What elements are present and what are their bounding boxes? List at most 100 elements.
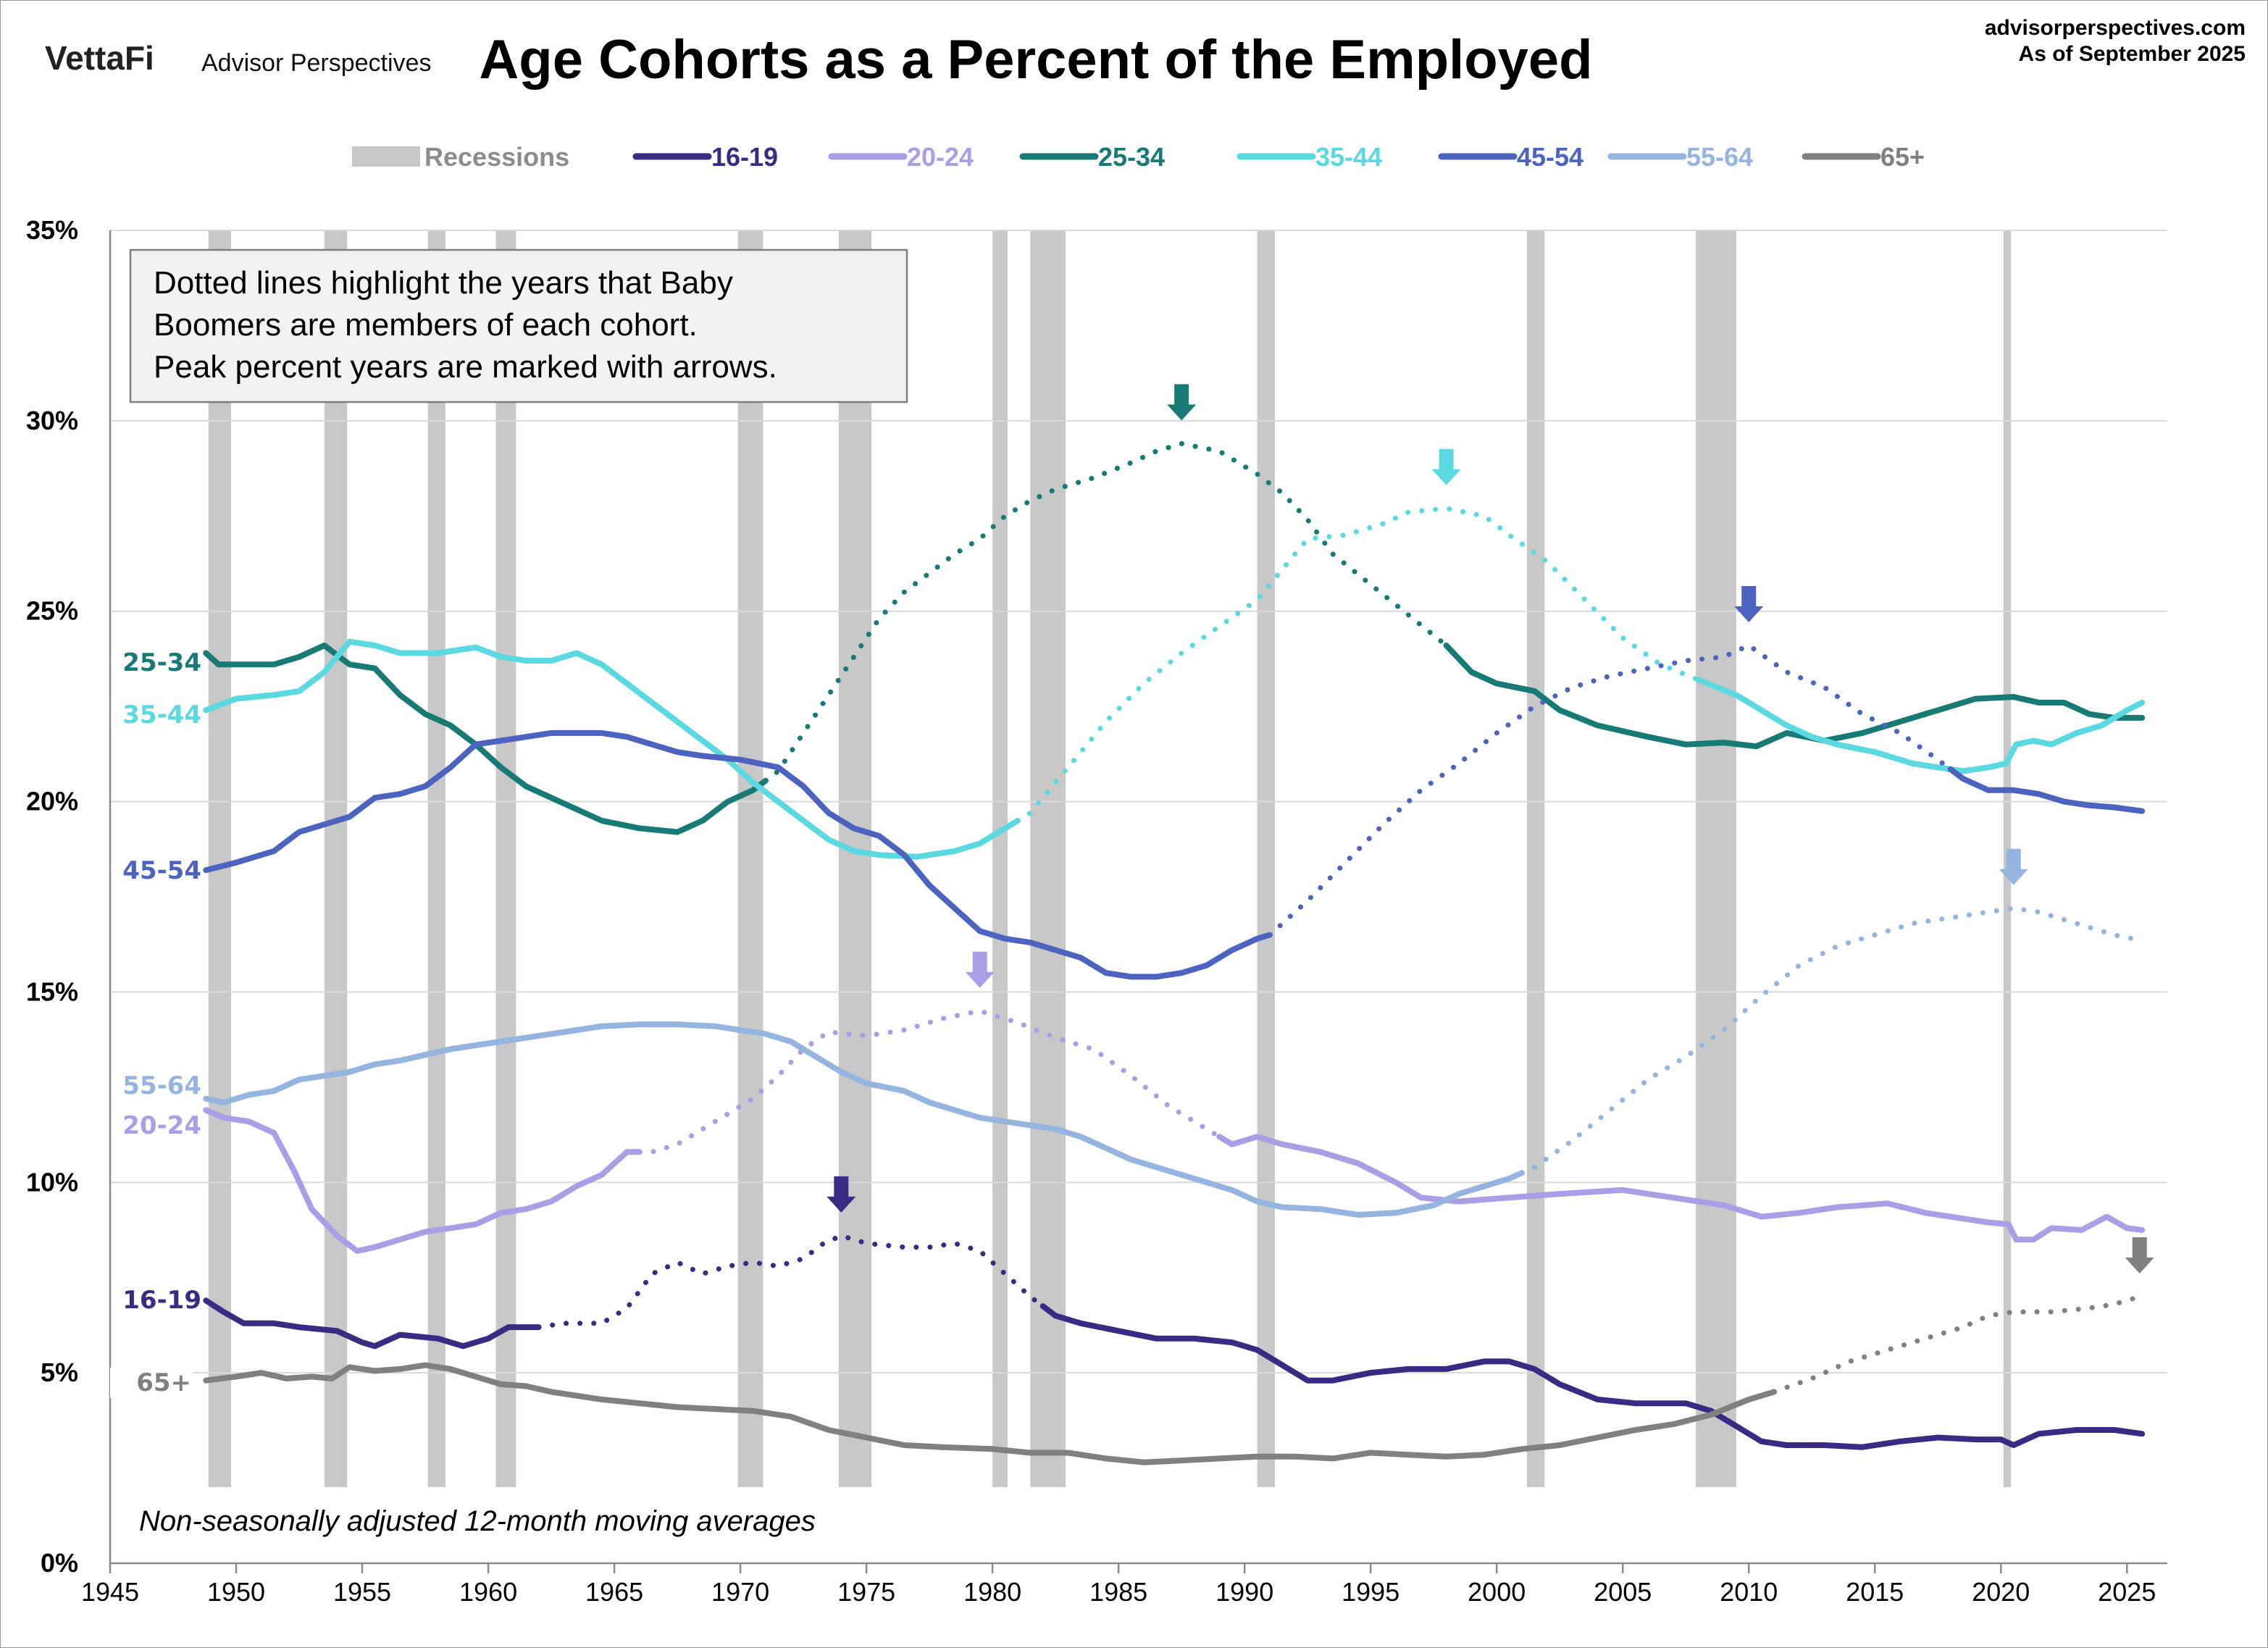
series-label-bg [120,648,203,678]
x-tick-label: 1950 [207,1577,265,1607]
series-label-55-64: 55-64 [122,1071,201,1100]
x-tick-label: 2020 [1972,1577,2030,1607]
x-tick-label: 1955 [333,1577,391,1607]
series-line-dotted [763,440,1449,784]
series-line-solid [203,1107,643,1254]
legend-label: 55-64 [1686,142,1753,172]
recession-band [992,230,1008,1487]
series-line-solid [203,638,1021,860]
series-16-19 [203,1233,2146,1450]
series-label-20-24: 20-24 [122,1111,201,1140]
series-label-bg [110,1368,193,1398]
y-tick-label: 10% [26,1167,78,1197]
x-tick-label: 1980 [963,1577,1021,1607]
legend-label: 65+ [1880,142,1925,172]
source-site: advisorperspectives.com [1985,16,2246,40]
series-label-45-54: 45-54 [122,856,201,885]
peak-arrow-20-24 [965,951,995,988]
y-tick-label: 5% [41,1358,78,1387]
recession-band [1257,230,1275,1487]
note-line-3: Peak percent years are marked with arrow… [154,349,777,385]
legend-label: 20-24 [907,142,974,172]
x-tick-label: 2010 [1720,1577,1778,1607]
x-tick-label: 2005 [1594,1577,1652,1607]
series-line-solid [1216,1134,2146,1243]
series-45-54 [203,642,2146,980]
peak-arrow-55-64 [1999,848,2028,885]
legend-label: 45-54 [1517,142,1583,172]
series-line-dotted [1267,642,1954,938]
legend-label: 16-19 [711,142,778,172]
series-labels: 16-19 20-24 25-34 35-44 45-54 55-64 65+ [110,648,203,1398]
x-tick-label: 1945 [81,1577,139,1607]
axes: 0% 5% 10% 15% 20% 25% 30% 35% 1945 1950 1955 1960 19… [26,215,2167,1607]
x-tick-label: 1975 [837,1577,895,1607]
y-tick-label: 35% [26,215,78,245]
note-box: Dotted lines highlight the years that Ba… [129,248,908,403]
recession-band [1696,230,1736,1487]
series-label-16-19: 16-19 [122,1286,201,1315]
peak-arrow-16-19 [827,1176,856,1213]
series-label-bg [120,1071,203,1101]
y-tick-label: 30% [26,406,78,435]
y-tick-label: 25% [26,596,78,626]
x-tick-label: 1985 [1089,1577,1147,1607]
series-line-solid [203,1362,1778,1465]
footnote: Non-seasonally adjusted 12-month moving … [139,1505,816,1537]
chart-title: Age Cohorts as a Percent of the Employed [479,29,1592,91]
series-line-dotted [1771,1294,2143,1394]
series-line-dotted [637,1008,1222,1155]
recession-band [324,230,348,1487]
x-tick-label: 1965 [585,1577,643,1607]
peak-arrow-35-44 [1431,448,1461,485]
series-55-64 [203,905,2145,1218]
recession-band [427,230,445,1487]
peak-arrows [827,384,2154,1273]
series-35-44 [203,506,2146,860]
series-line-solid [203,643,769,835]
recession-band [1030,230,1066,1487]
series-label-25-34: 25-34 [122,648,201,677]
recession-band [495,230,516,1487]
series-line-solid [1947,766,2146,814]
series-line-solid [1039,1303,2146,1450]
recession-bands [208,230,2012,1487]
x-tick-label: 1970 [711,1577,769,1607]
x-tick-label: 2025 [2098,1577,2156,1607]
series-label-65+: 65+ [136,1368,191,1397]
series-label-bg [120,700,203,730]
x-tick-label: 2000 [1468,1577,1526,1607]
series-20-24 [203,1008,2146,1254]
series-line-dotted [1519,905,2145,1176]
y-tick-label: 20% [26,787,78,816]
peak-arrow-45-54 [1734,586,1764,623]
x-tick-label: 1990 [1215,1577,1273,1607]
note-line-1: Dotted lines highlight the years that Ba… [154,265,733,301]
series-line-solid [203,1297,542,1350]
y-tick-label: 0% [41,1548,78,1578]
peak-arrow-25-34 [1167,384,1197,421]
series-lines [203,440,2146,1465]
series-line-solid [203,1021,1525,1218]
as-of-date: As of September 2025 [2019,42,2246,66]
series-label-bg [120,1110,203,1141]
peak-arrow-65+ [2125,1237,2154,1273]
series-label-bg [120,856,203,886]
legend-label: Recessions [424,142,569,172]
series-line-dotted [536,1233,1046,1330]
legend-swatch-recessions [352,146,420,167]
y-tick-label: 15% [26,976,78,1006]
series-line-dotted [1015,506,1702,824]
legend: Recessions 16-19 20-24 25-34 35-44 45-54 55-64… [352,142,1925,172]
recession-band [1526,230,1545,1487]
recession-band [737,230,763,1487]
series-label-35-44: 35-44 [122,700,201,729]
x-tick-label: 2015 [1846,1577,1904,1607]
brand-name: Advisor Perspectives [201,49,431,77]
recession-band [208,230,232,1487]
x-tick-label: 1995 [1342,1577,1399,1607]
legend-label: 25-34 [1098,142,1165,172]
series-65+ [203,1294,2143,1465]
note-line-2: Boomers are members of each cohort. [154,307,698,343]
